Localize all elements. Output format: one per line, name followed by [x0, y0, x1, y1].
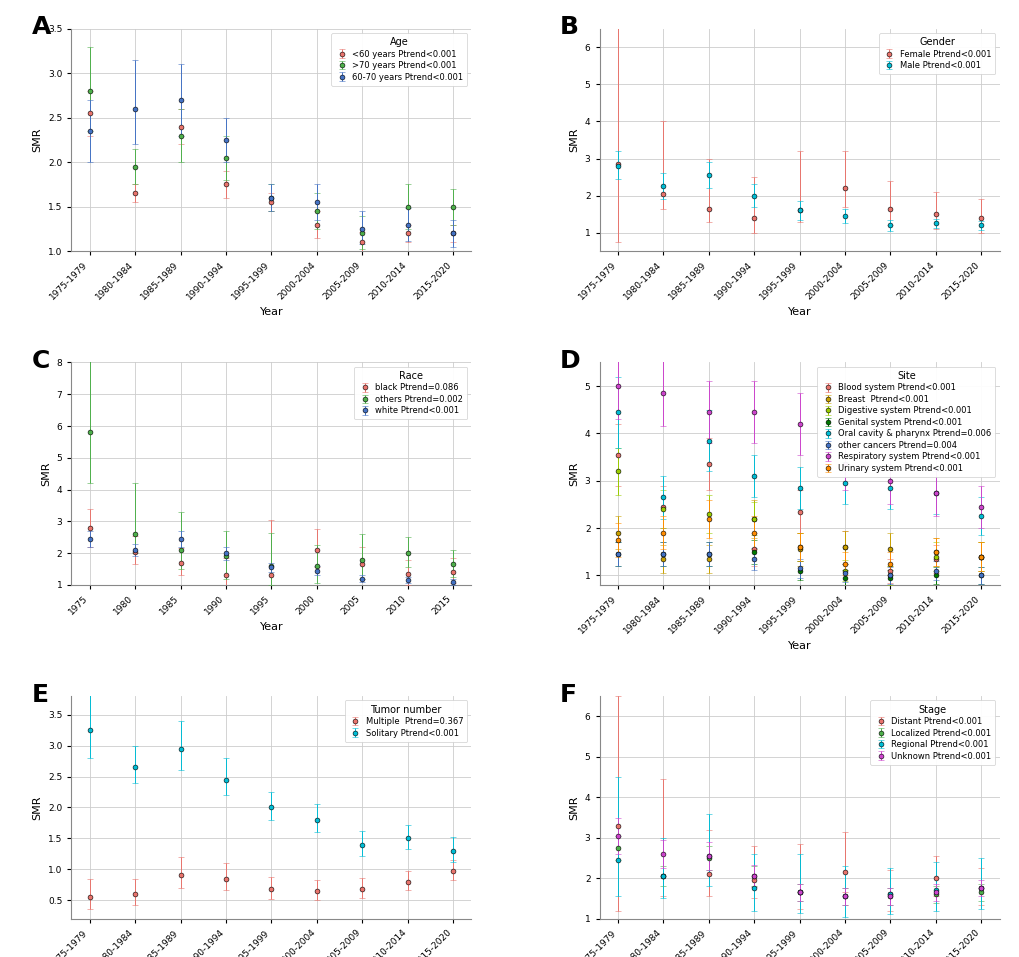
Legend: Multiple  Ptrend=0.367, Solitary Ptrend<0.001: Multiple Ptrend=0.367, Solitary Ptrend<0… [344, 701, 467, 742]
Legend: black Ptrend=0.086, others Ptrend=0.002, white Ptrend<0.001: black Ptrend=0.086, others Ptrend=0.002,… [354, 367, 467, 419]
Legend: Distant Ptrend<0.001, Localized Ptrend<0.001, Regional Ptrend<0.001, Unknown Ptr: Distant Ptrend<0.001, Localized Ptrend<0… [869, 701, 995, 765]
X-axis label: Year: Year [260, 307, 283, 317]
Text: C: C [32, 349, 50, 373]
Text: D: D [559, 349, 580, 373]
X-axis label: Year: Year [260, 622, 283, 633]
X-axis label: Year: Year [787, 641, 810, 651]
Y-axis label: SMR: SMR [33, 127, 43, 152]
Legend: <60 years Ptrend<0.001, >70 years Ptrend<0.001, 60-70 years Ptrend<0.001: <60 years Ptrend<0.001, >70 years Ptrend… [331, 33, 467, 86]
X-axis label: Year: Year [787, 307, 810, 317]
Text: E: E [32, 683, 48, 707]
Y-axis label: SMR: SMR [569, 795, 579, 820]
Y-axis label: SMR: SMR [569, 461, 579, 486]
Y-axis label: SMR: SMR [33, 795, 43, 820]
Text: A: A [32, 15, 51, 39]
Legend: Blood system Ptrend<0.001, Breast  Ptrend<0.001, Digestive system Ptrend<0.001, : Blood system Ptrend<0.001, Breast Ptrend… [816, 367, 995, 477]
Y-axis label: SMR: SMR [569, 127, 579, 152]
Text: F: F [559, 683, 576, 707]
Y-axis label: SMR: SMR [41, 461, 51, 486]
Legend: Female Ptrend<0.001, Male Ptrend<0.001: Female Ptrend<0.001, Male Ptrend<0.001 [878, 33, 995, 75]
Text: B: B [559, 15, 578, 39]
